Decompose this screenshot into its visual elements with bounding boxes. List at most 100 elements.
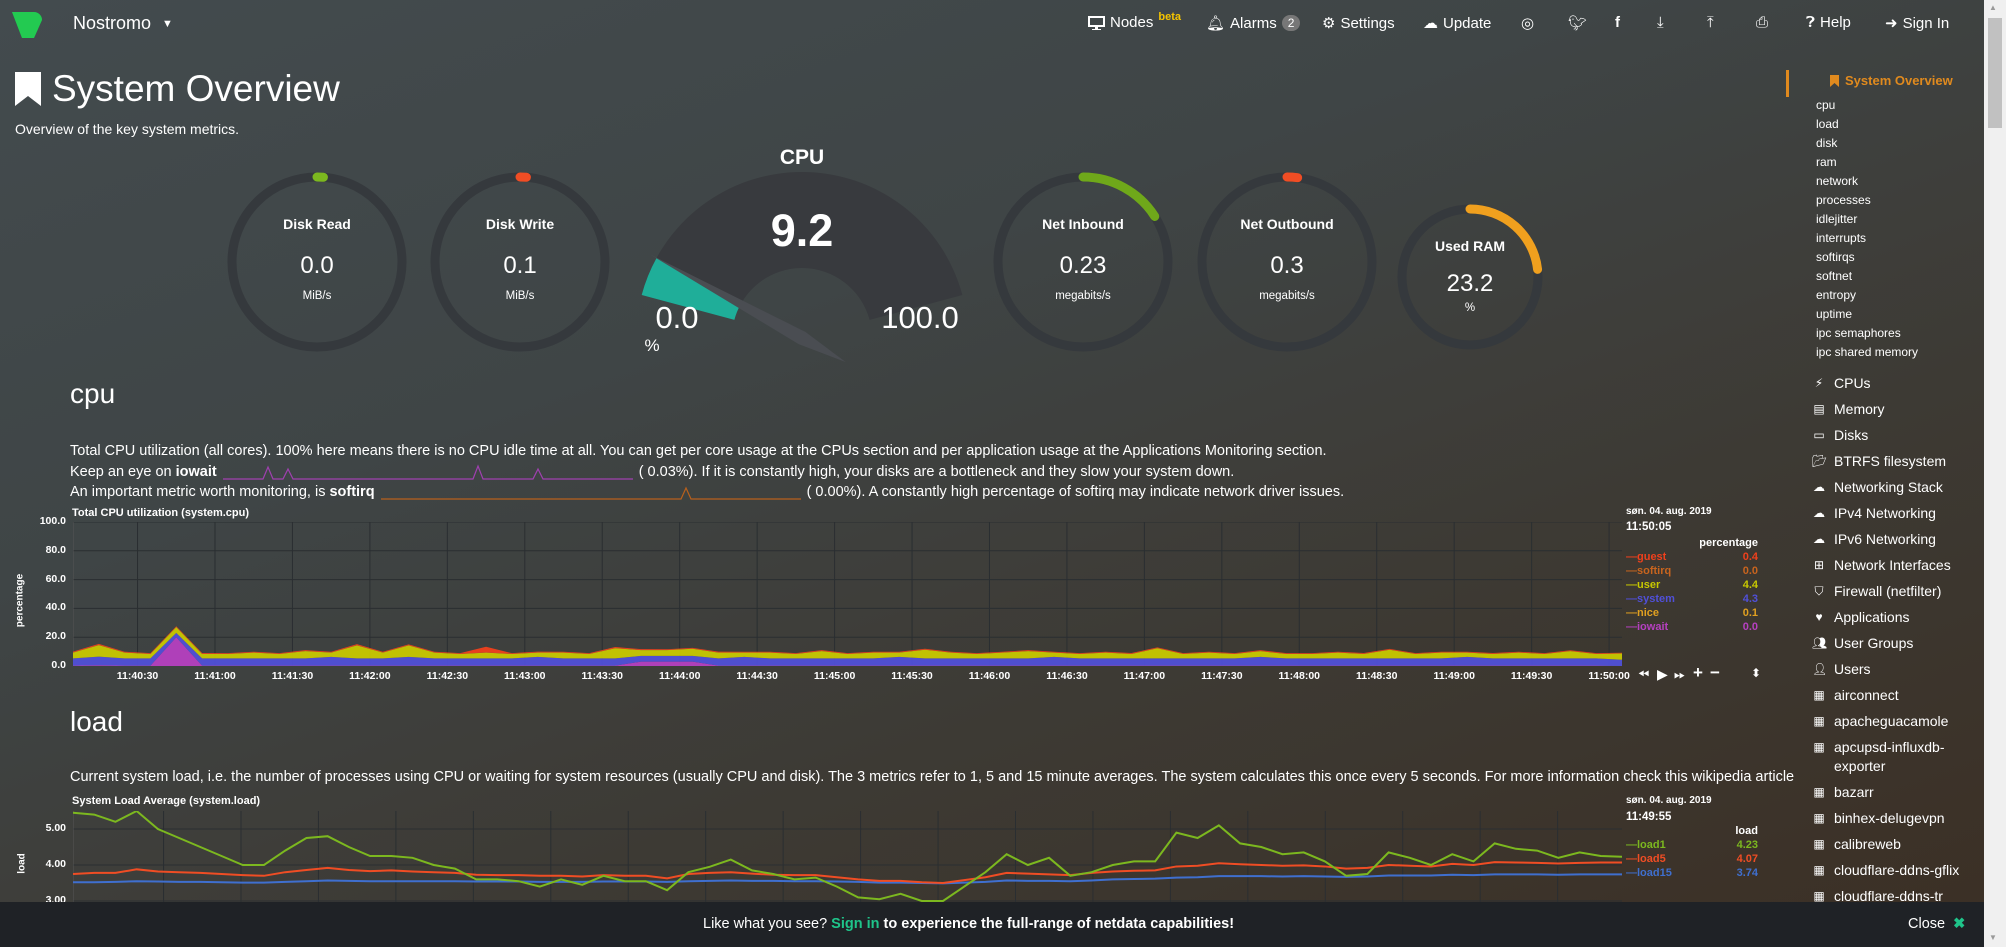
sidebar-subitem[interactable]: disk [1816,136,1838,150]
legend-item-user[interactable]: user 4.4 [1626,579,1758,591]
sidebar-item[interactable]: 👤︎ Users [1812,660,1962,679]
sidebar-item[interactable]: ⚡︎ CPUs [1812,374,1962,393]
sidebar-item[interactable]: ▦ apacheguacamole [1812,712,1962,731]
sidebar-subitem[interactable]: interrupts [1816,231,1867,245]
settings-button[interactable]: ⚙ Settings [1322,14,1395,33]
sidebar-subitem[interactable]: cpu [1816,98,1836,112]
load-legend: søn. 04. aug. 2019 11:49:55 load load1 4.… [1626,795,1758,879]
banner-close-button[interactable]: Close ✖ [1908,916,1965,932]
twitter-button[interactable]: 🐦︎ [1568,14,1587,32]
facebook-button[interactable]: f [1615,14,1620,31]
sidebar-item[interactable]: 📂︎ BTRFS filesystem [1812,452,1962,471]
sidebar-item[interactable]: ▦ calibreweb [1812,835,1962,854]
sidebar-subitem[interactable]: idlejitter [1816,212,1858,226]
sidebar-item[interactable]: ☁ Networking Stack [1812,478,1962,497]
sidebar-item[interactable]: ♥ Applications [1812,608,1962,627]
sidebar-item[interactable]: ▦ bazarr [1812,783,1962,802]
sidebar-item[interactable]: ⛉ Firewall (netfilter) [1812,582,1962,601]
x-tick-label: 11:40:30 [116,670,159,682]
cpu-softirq-note: An important metric worth monitoring, is… [70,483,1344,501]
iowait-sparkline[interactable] [222,463,633,481]
cpu-chart[interactable] [73,522,1622,666]
banner-sign-in-link[interactable]: Sign in [831,916,880,932]
area-system [73,632,1622,666]
sidebar-item[interactable]: ▦ apcupsd-influxdb-exporter [1812,738,1962,776]
sidebar-item[interactable]: ⊞ Network Interfaces [1812,556,1962,575]
cloud-icon: ☁ [1813,532,1825,546]
sidebar-item[interactable]: ▤ Memory [1812,400,1962,419]
sidebar-item[interactable]: ▦ airconnect [1812,686,1962,705]
zoom-in-button[interactable]: + [1693,663,1703,682]
sidebar-item[interactable]: 👥︎ User Groups [1812,634,1962,653]
legend-item-guest[interactable]: guest 0.4 [1626,551,1758,563]
sidebar-label: BTRFS filesystem [1834,453,1947,469]
node-selector[interactable]: Nostromo ▼ [73,13,173,34]
sidebar-subitem[interactable]: softirqs [1816,250,1855,264]
scroll-down-arrow-icon[interactable]: ▼ [1989,933,1997,942]
legend-name: user [1626,579,1660,591]
legend-units: load [1735,825,1758,837]
pan-left-button[interactable]: ⏪︎ [1638,666,1650,682]
cpu-gauge-min: 0.0 [655,300,699,335]
cpu-legend: søn. 04. aug. 2019 11:50:05 percentage g… [1626,506,1758,633]
sidebar-item[interactable]: ☁ IPv6 Networking [1812,530,1962,549]
heartbeat-icon: ♥ [1815,610,1823,624]
upload-snapshot-button[interactable]: ⤒ [1707,14,1714,31]
legend-item-load1[interactable]: load1 4.23 [1626,839,1758,851]
sidebar-subitem[interactable]: softnet [1816,269,1853,283]
sign-in-button[interactable]: ➜ Sign In [1885,14,1949,33]
resize-handle-icon[interactable]: ⬍ [1751,666,1762,680]
sidebar-subitem[interactable]: network [1816,174,1859,188]
legend-item-softirq[interactable]: softirq 0.0 [1626,565,1758,577]
x-tick-label: 11:41:00 [194,670,236,682]
download-snapshot-button[interactable]: ⤓ [1657,14,1664,31]
legend-item-load15[interactable]: load15 3.74 [1626,867,1758,879]
line-load1 [73,811,1622,902]
page-scrollbar[interactable]: ▲ ▼ [1984,0,2006,947]
scrollbar-thumb[interactable] [1988,18,2002,128]
legend-item-nice[interactable]: nice 0.1 [1626,607,1758,619]
alarms-button[interactable]: 🔔︎ Alarms 2 [1206,14,1301,32]
sidebar-subitem[interactable]: processes [1816,193,1871,207]
sidebar-item[interactable]: ▦ cloudflare-ddns-gflix [1812,861,1962,880]
github-icon: ◎ [1521,15,1535,32]
sidebar-subitem[interactable]: uptime [1816,307,1853,321]
load-chart[interactable] [73,811,1622,902]
update-button[interactable]: ☁ Update [1423,14,1491,33]
sidebar-label: Memory [1834,401,1885,417]
legend-value: 4.23 [1736,839,1758,851]
sidebar-subitem[interactable]: load [1816,117,1839,131]
sidebar-subitem[interactable]: ram [1816,155,1837,169]
legend-item-system[interactable]: system 4.3 [1626,593,1758,605]
legend-name: load1 [1626,839,1666,851]
sidebar-subitem[interactable]: ipc shared memory [1816,345,1919,359]
legend-item-iowait[interactable]: iowait 0.0 [1626,621,1758,633]
x-tick-label: 11:50:00 [1588,670,1630,682]
print-button[interactable]: ⎙ [1756,14,1768,31]
sidebar-subitem[interactable]: ipc semaphores [1816,326,1901,340]
cpu-gauge-units: % [644,336,660,355]
sidebar-item[interactable]: ▭ Disks [1812,426,1962,445]
sidebar-item[interactable]: ☁ IPv4 Networking [1812,504,1962,523]
y-tick-label: 20.0 [45,630,66,643]
sidebar-item[interactable]: ▦ cloudflare-ddns-tr [1812,887,1962,906]
zoom-out-button[interactable]: − [1710,663,1720,682]
pan-right-button[interactable]: ⏩︎ [1674,666,1686,682]
sidebar-label: apacheguacamole [1834,713,1949,729]
sidebar-item-system-overview[interactable]: System Overview [1830,73,1953,88]
softirq-sparkline[interactable] [380,483,801,501]
netdata-logo-icon[interactable] [12,12,42,38]
load-chart-title: System Load Average (system.load) [72,795,261,807]
legend-item-load5[interactable]: load5 4.07 [1626,853,1758,865]
github-button[interactable]: ◎ [1521,14,1534,32]
text: ( 0.00%). A constantly high percentage o… [806,484,1345,500]
banner-text: Like what you see? [703,916,828,932]
sidebar-item[interactable]: ▦ binhex-delugevpn [1812,809,1962,828]
legend-name: nice [1626,607,1659,619]
nodes-button[interactable]: Nodes beta [1088,11,1181,31]
grid-icon: ▦ [1813,714,1825,728]
help-button[interactable]: ❓︎ Help [1806,14,1851,31]
scroll-up-arrow-icon[interactable]: ▲ [1989,3,1997,12]
sidebar-subitem[interactable]: entropy [1816,288,1857,302]
play-button[interactable]: ▶ [1657,666,1668,682]
